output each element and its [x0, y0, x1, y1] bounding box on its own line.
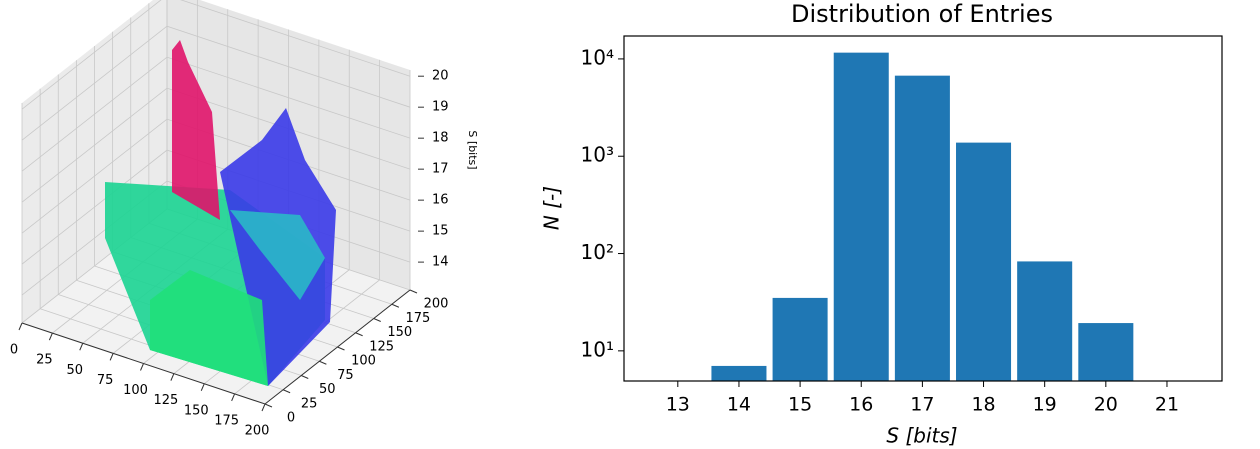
- y-tick-label: 10⁴: [581, 45, 614, 69]
- surface: [172, 40, 220, 220]
- grid-line: [21, 25, 411, 141]
- surface: [230, 210, 325, 300]
- bar: [956, 142, 1012, 381]
- x-tick-label: 19: [1033, 394, 1057, 416]
- y-tick-label: 175: [405, 311, 430, 326]
- x-tick-label: 150: [184, 403, 209, 418]
- x-tick: [170, 373, 175, 381]
- z-tick-label: 14: [432, 255, 449, 270]
- z-tick-label: 18: [432, 131, 449, 146]
- x-tick: [200, 383, 205, 391]
- z-tick-label: 15: [432, 224, 449, 239]
- x-tick: [79, 343, 84, 351]
- bar: [833, 52, 889, 382]
- surface: [150, 270, 268, 386]
- y-tick: [301, 375, 309, 379]
- bar-panel: Distribution of Entries S [bits] N [-] 1…: [540, 0, 1223, 448]
- x-tick-label: 16: [849, 394, 873, 416]
- x-tick: [109, 353, 114, 361]
- z-tick-label: 17: [432, 162, 449, 177]
- y-tick-label: 50: [319, 382, 336, 397]
- y-tick-label: 75: [337, 368, 354, 383]
- y-tick-label: 10¹: [581, 337, 614, 361]
- x-tick-label: 125: [153, 393, 178, 408]
- z-tick-label: 16: [432, 193, 449, 208]
- grid-line: [21, 0, 411, 110]
- x-tick: [231, 393, 236, 402]
- y-tick: [264, 403, 273, 408]
- y-axis-label: N [-]: [540, 186, 564, 230]
- y-tick: [355, 332, 363, 337]
- x-tick-label: 14: [727, 394, 751, 416]
- bar: [1078, 323, 1134, 381]
- grid-line: [21, 56, 411, 172]
- x-tick-label: 15: [788, 394, 812, 416]
- x-tick-label: 0: [10, 343, 18, 358]
- plot-frame: [623, 35, 1223, 382]
- surface-panel: 0255075100125150175200025507510012515017…: [10, 0, 479, 439]
- y-tick-label: 25: [301, 396, 318, 411]
- x-tick-label: 200: [245, 424, 270, 439]
- bar: [1017, 261, 1073, 381]
- y-tick-label: 200: [424, 297, 449, 312]
- y-tick: [409, 289, 418, 294]
- x-axis-label: S [bits]: [886, 424, 957, 448]
- bar: [772, 297, 828, 381]
- x-tick-label: 13: [666, 394, 690, 416]
- y-tick-label: 10²: [581, 240, 614, 264]
- y-tick: [373, 318, 381, 322]
- x-tick-label: 50: [66, 363, 83, 378]
- grid-line: [21, 87, 411, 203]
- y-tick: [319, 360, 327, 365]
- z-axis-label: S [bits]: [466, 130, 479, 169]
- y-tick-label: 125: [369, 339, 394, 354]
- x-tick-label: 18: [971, 394, 995, 416]
- y-tick-label: 10³: [581, 143, 614, 167]
- x-tick: [140, 363, 144, 371]
- x-tick-label: 21: [1155, 394, 1179, 416]
- x-tick-label: 75: [97, 373, 114, 388]
- x-tick-label: 17: [910, 394, 934, 416]
- x-tick-label: 25: [36, 353, 53, 368]
- axis-line: [21, 289, 411, 405]
- y-tick-label: 150: [387, 325, 412, 340]
- z-tick-label: 20: [432, 69, 449, 84]
- y-tick-label: 100: [351, 354, 376, 369]
- bar: [711, 365, 767, 381]
- grid-line: [21, 118, 411, 234]
- y-tick: [337, 346, 345, 351]
- bar: [894, 75, 950, 382]
- x-tick: [261, 403, 266, 412]
- x-tick-label: 20: [1094, 394, 1118, 416]
- x-tick: [18, 322, 23, 331]
- y-tick: [282, 389, 291, 394]
- z-tick-label: 19: [432, 100, 449, 115]
- x-tick-label: 175: [214, 413, 239, 428]
- chart-title: Distribution of Entries: [791, 0, 1053, 28]
- x-tick: [48, 332, 53, 341]
- x-tick-label: 100: [123, 383, 148, 398]
- y-tick-label: 0: [287, 411, 295, 426]
- y-tick: [391, 303, 400, 308]
